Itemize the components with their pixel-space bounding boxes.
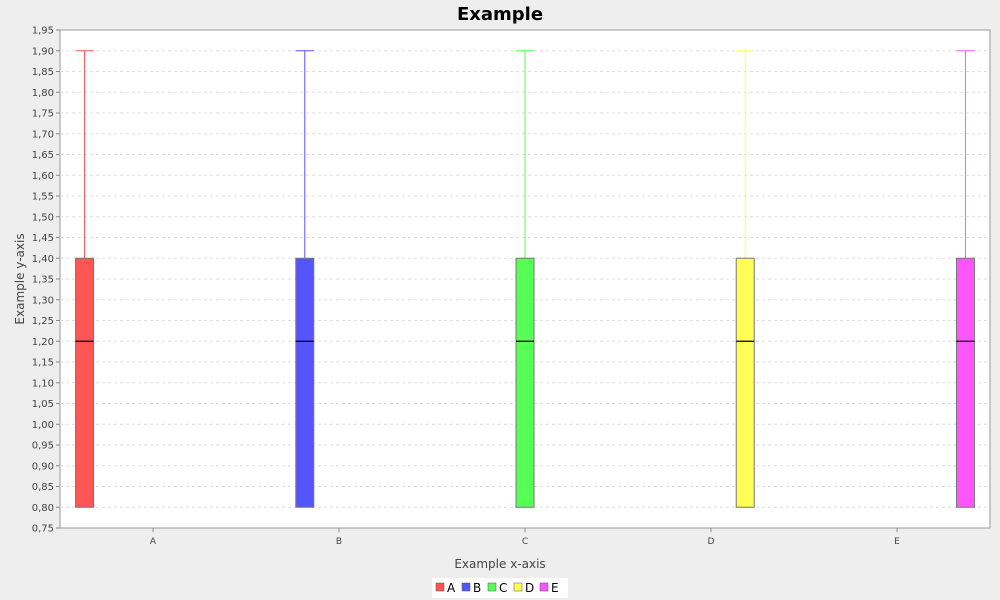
y-tick-label: 1,10 — [32, 378, 54, 389]
x-axis-title: Example x-axis — [454, 557, 545, 571]
box-body — [735, 257, 755, 508]
y-tick-label: 1,65 — [32, 150, 54, 161]
y-tick-label: 1,30 — [32, 295, 54, 306]
legend-label: B — [473, 581, 481, 595]
legend: A B C D E — [432, 578, 568, 598]
legend-label: D — [525, 581, 534, 595]
box-body — [75, 257, 95, 508]
legend-label: E — [551, 581, 559, 595]
legend-label: C — [499, 581, 507, 595]
y-tick-label: 1,85 — [32, 67, 54, 78]
y-tick-label: 1,60 — [32, 171, 54, 182]
y-tick-label: 0,85 — [32, 482, 54, 493]
box-body — [515, 257, 535, 508]
y-tick-label: 1,75 — [32, 109, 54, 120]
y-tick-label: 1,70 — [32, 129, 54, 140]
y-tick-label: 0,80 — [32, 503, 54, 514]
y-tick-label: 0,95 — [32, 441, 54, 452]
legend-label: A — [447, 581, 456, 595]
x-tick-label: C — [522, 537, 528, 547]
box-body — [295, 257, 315, 508]
y-tick-label: 1,80 — [32, 88, 54, 99]
y-tick-label: 1,35 — [32, 275, 54, 286]
y-tick-label: 1,95 — [32, 26, 54, 37]
x-axis: A B C D E — [150, 528, 900, 547]
y-tick-label: 1,25 — [32, 316, 54, 327]
legend-swatch — [487, 582, 497, 592]
box-series — [75, 50, 975, 508]
x-tick-label: E — [894, 537, 900, 547]
y-tick-label: 0,90 — [32, 461, 54, 472]
y-tick-label: 1,15 — [32, 358, 54, 369]
y-tick-label: 1,20 — [32, 337, 54, 348]
legend-swatch — [513, 582, 523, 592]
box-body — [955, 257, 975, 508]
x-tick-label: B — [336, 537, 342, 547]
y-axis-title: Example y-axis — [13, 233, 27, 324]
y-tick-label: 1,00 — [32, 420, 54, 431]
y-tick-label: 1,05 — [32, 399, 54, 410]
legend-swatch — [461, 582, 471, 592]
y-tick-label: 1,40 — [32, 254, 54, 265]
y-tick-label: 1,55 — [32, 192, 54, 203]
y-axis: 0,75 0,80 0,85 0,90 0,95 1,00 1,05 1,10 1,15 1,20… — [32, 26, 60, 535]
chart-title: Example — [457, 4, 543, 25]
legend-swatch — [539, 582, 549, 592]
y-tick-label: 1,90 — [32, 46, 54, 57]
y-tick-label: 0,75 — [32, 524, 54, 535]
y-tick-label: 1,45 — [32, 233, 54, 244]
x-tick-label: A — [150, 537, 157, 547]
y-tick-label: 1,50 — [32, 212, 54, 223]
x-tick-label: D — [708, 537, 715, 547]
legend-swatch — [435, 582, 445, 592]
